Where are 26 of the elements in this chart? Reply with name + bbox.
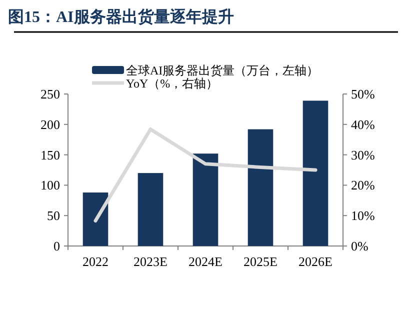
x-tick-label: 2024E	[188, 254, 223, 269]
bar	[192, 154, 218, 246]
x-tick-label: 2026E	[298, 254, 333, 269]
y-tick-label: 200	[40, 116, 60, 132]
x-tick-label: 2022	[82, 254, 108, 269]
y2-tick-label: 40%	[351, 116, 375, 132]
x-tick-label: 2025E	[244, 254, 278, 269]
legend-label: 全球AI服务器出货量（万台，左轴）	[126, 64, 319, 78]
y2-tick-label: 50%	[351, 86, 375, 102]
y2-tick-label: 30%	[351, 147, 375, 162]
bar	[248, 129, 274, 246]
y-tick-label: 100	[40, 178, 60, 193]
y-tick-label: 50	[47, 208, 60, 224]
chart-title: 图15：AI服务器出货量逐年提升	[8, 8, 234, 26]
y-tick-label: 150	[40, 147, 60, 162]
bar	[138, 173, 164, 246]
y2-tick-label: 10%	[351, 208, 375, 224]
y-tick-label: 250	[40, 86, 60, 102]
y2-tick-label: 20%	[351, 178, 375, 193]
legend-label: YoY（%，右轴）	[126, 76, 218, 90]
bar	[82, 192, 108, 246]
x-tick-label: 2023E	[134, 254, 168, 269]
y2-tick-label: 0%	[351, 238, 368, 254]
bar	[302, 100, 328, 246]
y-tick-label: 0	[54, 238, 60, 254]
line-series	[94, 128, 318, 223]
